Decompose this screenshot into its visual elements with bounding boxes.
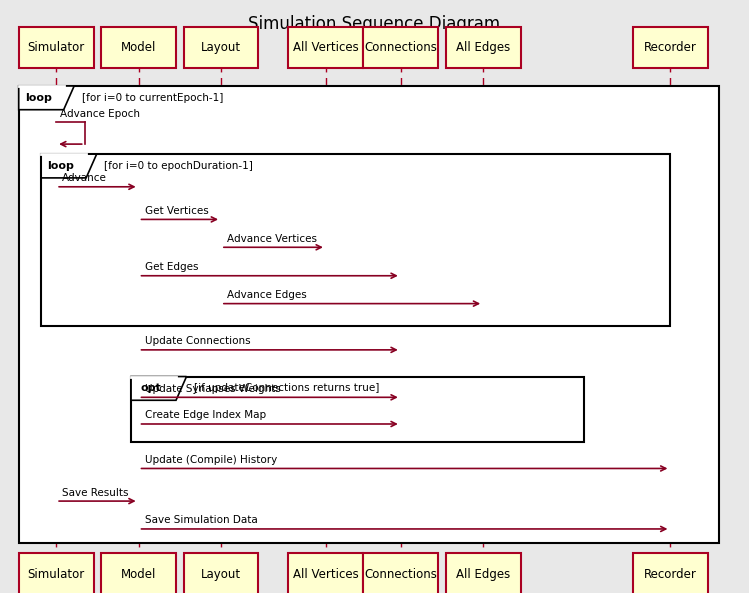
Text: Advance Edges: Advance Edges	[227, 290, 306, 300]
FancyBboxPatch shape	[101, 553, 176, 593]
Text: Update Synapses Weights: Update Synapses Weights	[145, 384, 280, 394]
FancyBboxPatch shape	[446, 553, 521, 593]
Text: Simulator: Simulator	[28, 41, 85, 54]
Bar	[19, 86, 719, 543]
FancyBboxPatch shape	[633, 27, 708, 68]
FancyBboxPatch shape	[363, 27, 438, 68]
Polygon shape	[41, 154, 97, 178]
Text: Layout: Layout	[201, 568, 241, 581]
Text: Advance Epoch: Advance Epoch	[60, 109, 140, 119]
FancyBboxPatch shape	[288, 27, 363, 68]
Text: Simulation Sequence Diagram: Simulation Sequence Diagram	[249, 15, 500, 33]
Text: Save Results: Save Results	[62, 487, 129, 498]
Text: Save Simulation Data: Save Simulation Data	[145, 515, 258, 525]
Text: Recorder: Recorder	[644, 568, 697, 581]
Text: All Edges: All Edges	[456, 568, 510, 581]
Text: Recorder: Recorder	[644, 41, 697, 54]
Text: Model: Model	[121, 41, 157, 54]
FancyBboxPatch shape	[19, 553, 94, 593]
Text: [for i=0 to currentEpoch-1]: [for i=0 to currentEpoch-1]	[82, 93, 223, 103]
Text: Advance Vertices: Advance Vertices	[227, 234, 317, 244]
Polygon shape	[131, 377, 187, 400]
Text: Update (Compile) History: Update (Compile) History	[145, 455, 277, 465]
Text: Advance: Advance	[62, 173, 107, 183]
FancyBboxPatch shape	[19, 27, 94, 68]
Bar	[131, 377, 584, 442]
Text: All Edges: All Edges	[456, 41, 510, 54]
Text: Get Vertices: Get Vertices	[145, 206, 208, 216]
FancyBboxPatch shape	[446, 27, 521, 68]
Text: Connections: Connections	[364, 568, 437, 581]
Text: All Vertices: All Vertices	[293, 568, 359, 581]
Text: Create Edge Index Map: Create Edge Index Map	[145, 410, 266, 420]
Text: Get Edges: Get Edges	[145, 262, 198, 272]
Text: Model: Model	[121, 568, 157, 581]
Text: [if updateConnections returns true]: [if updateConnections returns true]	[194, 384, 379, 393]
Text: [for i=0 to epochDuration-1]: [for i=0 to epochDuration-1]	[104, 161, 253, 171]
FancyBboxPatch shape	[633, 553, 708, 593]
Text: loop: loop	[47, 161, 74, 171]
Text: Connections: Connections	[364, 41, 437, 54]
Text: opt: opt	[140, 384, 161, 393]
Text: Simulator: Simulator	[28, 568, 85, 581]
FancyBboxPatch shape	[288, 553, 363, 593]
FancyBboxPatch shape	[184, 27, 258, 68]
FancyBboxPatch shape	[101, 27, 176, 68]
FancyBboxPatch shape	[184, 553, 258, 593]
Text: All Vertices: All Vertices	[293, 41, 359, 54]
Polygon shape	[19, 86, 74, 110]
FancyBboxPatch shape	[363, 553, 438, 593]
Text: Update Connections: Update Connections	[145, 336, 250, 346]
Bar	[41, 154, 670, 326]
Text: Layout: Layout	[201, 41, 241, 54]
Text: loop: loop	[25, 93, 52, 103]
